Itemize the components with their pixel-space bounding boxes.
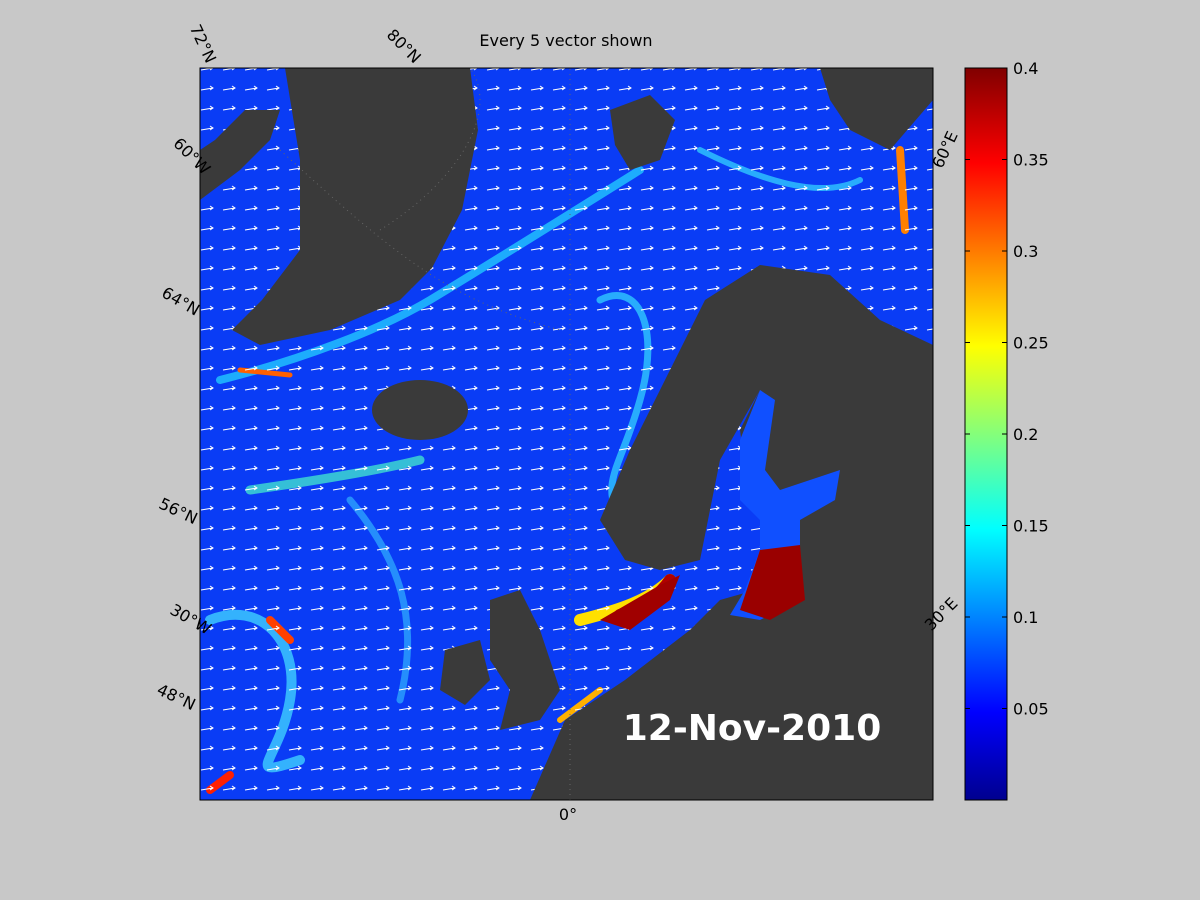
date-label: 12-Nov-2010 [623,708,882,749]
map-frame [199,67,934,801]
colorbar-tick-label: 0.35 [1013,151,1049,170]
colorbar-tick-label: 0.15 [1013,517,1049,536]
colorbar-tick-label: 0.3 [1013,242,1038,261]
colorbar-tick-label: 0.4 [1013,59,1038,78]
map-title: Every 5 vector shown [479,31,652,50]
land [200,68,933,800]
graticule-label: 64°N [159,283,203,320]
colorbar [964,67,1008,801]
graticule-label: 0° [559,805,577,824]
graticule-label: 56°N [156,494,201,528]
colorbar-tick-label: 0.2 [1013,425,1038,444]
graticule-label: 72°N [186,21,220,66]
graticule-label: 80°N [383,25,425,67]
map-area [200,68,933,800]
baltic-sea [600,390,840,630]
colorbar-tick-label: 0.25 [1013,334,1049,353]
colorbar-tick-label: 0.05 [1013,700,1049,719]
graticule-label: 48°N [154,680,199,714]
colorbar-tick-label: 0.1 [1013,608,1038,627]
graticule [279,68,571,800]
